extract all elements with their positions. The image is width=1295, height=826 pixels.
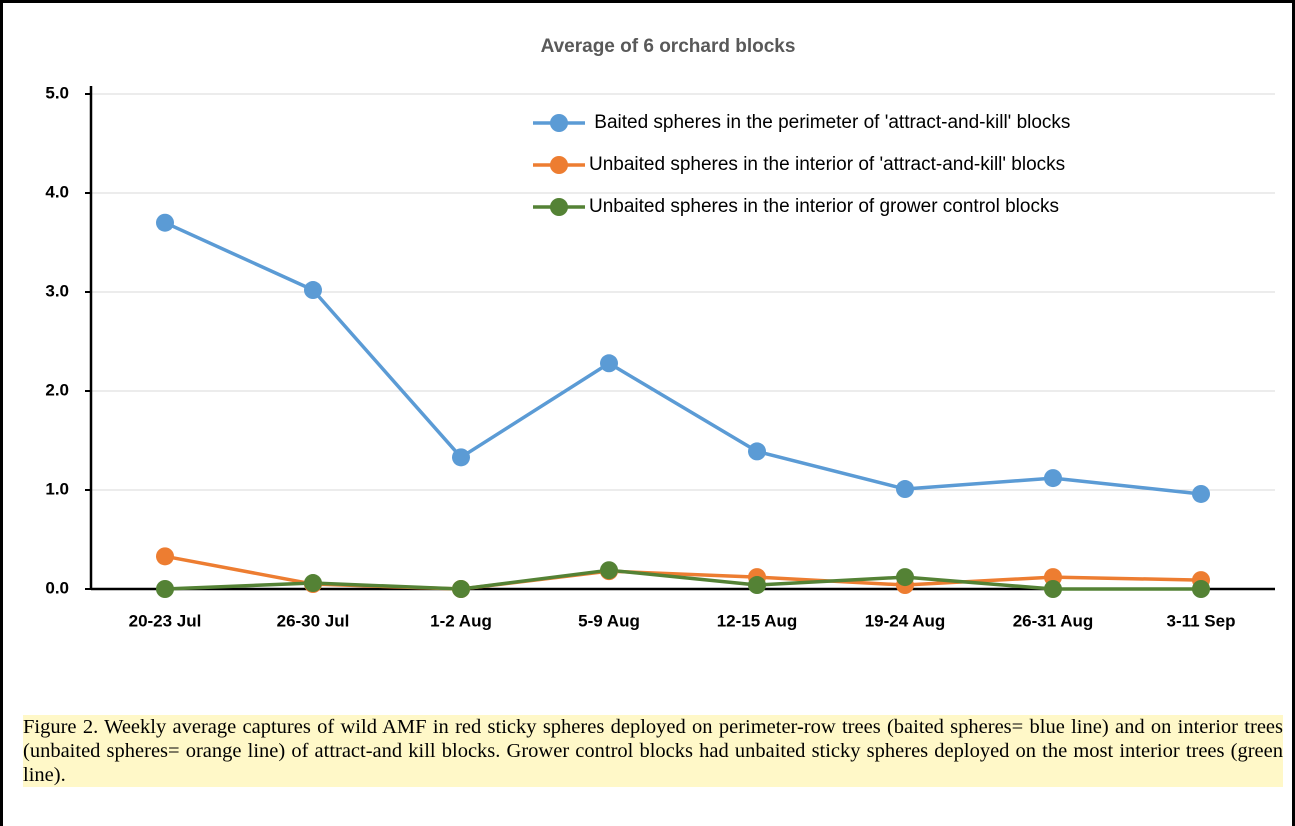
y-tick-label: 1.0: [45, 479, 69, 498]
data-point: [748, 576, 766, 595]
data-point: [896, 480, 914, 499]
data-point: [156, 213, 174, 232]
x-tick-label: 3-11 Sep: [1167, 611, 1236, 630]
legend-marker: [550, 114, 568, 132]
x-tick-label: 12-15 Aug: [717, 611, 798, 630]
chart-title: Average of 6 orchard blocks: [541, 36, 796, 57]
x-tick-label: 19-24 Aug: [865, 611, 946, 630]
series-line: [164, 221, 1202, 496]
data-point: [600, 561, 618, 580]
caption: Figure 2. Weekly average captures of wil…: [23, 715, 1283, 787]
y-tick-label: 5.0: [45, 83, 69, 102]
x-tick-label: 20-23 Jul: [129, 611, 202, 630]
legend-label: Unbaited spheres in the interior of 'att…: [589, 154, 1065, 175]
data-point: [304, 574, 322, 593]
data-point: [452, 580, 470, 598]
data-point: [1192, 484, 1210, 503]
data-point: [452, 448, 470, 467]
data-point: [1044, 580, 1062, 598]
chart: Average of 6 orchard blocks 0.0 1.0 2.0 3.0…: [45, 36, 1275, 630]
y-tick-label: 2.0: [45, 380, 69, 399]
data-point: [156, 547, 174, 566]
data-point: [896, 568, 914, 587]
y-tick-label: 4.0: [45, 182, 69, 201]
data-point: [156, 580, 174, 598]
data-point: [1044, 469, 1062, 488]
legend-marker: [550, 198, 568, 216]
data-point: [600, 354, 618, 373]
x-tick-label: 26-30 Jul: [277, 611, 350, 630]
legend-label: Baited spheres in the perimeter of 'attr…: [589, 112, 1070, 133]
series-line: [164, 568, 1201, 591]
y-tick-label: 0.0: [45, 578, 69, 597]
legend-label: Unbaited spheres in the interior of grow…: [589, 196, 1059, 217]
legend-marker: [550, 156, 568, 174]
data-point: [748, 442, 766, 461]
data-point: [304, 281, 322, 300]
y-tick-label: 3.0: [45, 281, 69, 300]
x-tick-label: 1-2 Aug: [430, 611, 492, 630]
x-tick-label: 26-31 Aug: [1013, 611, 1094, 630]
x-tick-label: 5-9 Aug: [578, 611, 640, 630]
data-point: [1192, 580, 1210, 598]
